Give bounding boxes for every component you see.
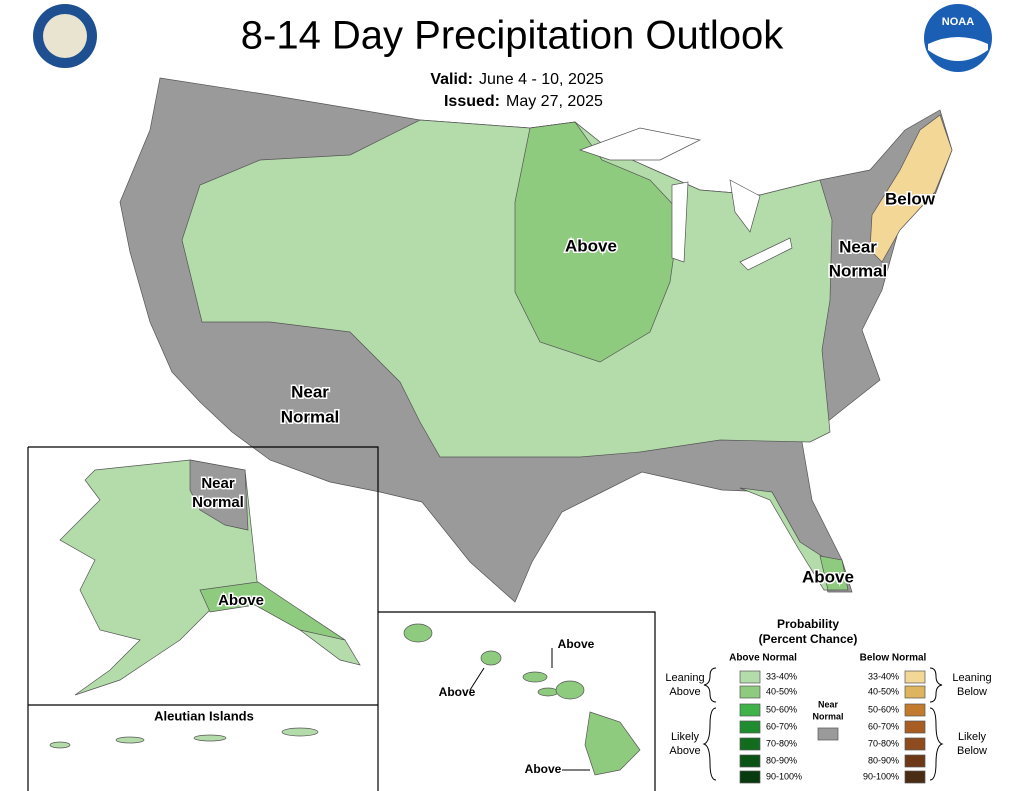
legend-label: 90-100% <box>863 771 899 781</box>
legend-group: Leaning <box>952 672 991 684</box>
valid-date: June 4 - 10, 2025 <box>479 71 604 88</box>
legend-label: 90-100% <box>766 771 802 781</box>
lake-michigan <box>671 181 689 263</box>
legend-swatch <box>739 685 761 699</box>
legend-near: Near <box>818 699 839 709</box>
legend: Probability (Percent Chance) Above Norma… <box>665 617 992 784</box>
legend-label: 80-90% <box>868 755 899 765</box>
legend-label: 70-80% <box>766 738 797 748</box>
florida-above <box>819 555 849 591</box>
region-label: Above <box>218 592 264 609</box>
legend-label: 80-90% <box>766 755 797 765</box>
lake-superior <box>578 127 702 161</box>
legend-label: 40-50% <box>766 686 797 696</box>
island <box>281 727 319 737</box>
region-label: Normal <box>192 494 244 511</box>
alaska-above <box>199 581 346 641</box>
valid-label: Valid: <box>430 71 473 88</box>
issued-label: Issued: <box>444 93 500 110</box>
legend-heading: Above Normal <box>729 653 797 664</box>
legend-label: 33-40% <box>868 671 899 681</box>
great-lakes <box>578 127 793 271</box>
island <box>403 623 433 643</box>
island <box>555 680 585 700</box>
island <box>522 671 548 683</box>
noaa-logo: NOAA <box>924 4 992 72</box>
legend-swatch <box>739 737 761 751</box>
legend-group: Above <box>669 686 700 698</box>
legend-swatch <box>739 720 761 734</box>
logo-text: NOAA <box>942 16 974 28</box>
doc-seal <box>33 4 97 68</box>
inset-frames <box>27 446 656 791</box>
legend-label: 70-80% <box>868 738 899 748</box>
region-label: Near <box>201 475 235 492</box>
region-label: Above <box>439 685 476 699</box>
legend-swatch <box>904 754 926 768</box>
legend-label: 50-60% <box>868 704 899 714</box>
legend-near: Normal <box>812 711 843 721</box>
inset-title: Aleutian Islands <box>154 708 254 723</box>
legend-label: 60-70% <box>868 721 899 731</box>
legend-label: 50-60% <box>766 704 797 714</box>
seal-center <box>43 14 87 58</box>
region-label: Normal <box>829 261 888 280</box>
legend-group: Likely <box>671 731 700 743</box>
title: 8-14 Day Precipitation Outlook <box>241 14 785 58</box>
leader-lines <box>469 648 590 771</box>
region-label: Near <box>291 382 329 401</box>
new-england-below <box>869 114 953 263</box>
region-label: Above <box>558 637 595 651</box>
island <box>584 711 641 776</box>
hawaii-islands <box>403 623 641 776</box>
legend-group: Above <box>669 745 700 757</box>
legend-group: Leaning <box>665 672 704 684</box>
legend-swatch <box>739 670 761 684</box>
legend-swatch <box>739 754 761 768</box>
legend-swatch <box>904 737 926 751</box>
region-label: Normal <box>281 407 340 426</box>
island <box>115 736 145 744</box>
aleutian-islands <box>49 727 319 749</box>
legend-swatch <box>904 720 926 734</box>
region-label: Above <box>802 567 854 586</box>
legend-swatch <box>904 670 926 684</box>
region-label: Above <box>525 762 562 776</box>
legend-swatch <box>904 685 926 699</box>
legend-title: Probability <box>777 617 839 631</box>
logo-gull <box>928 37 988 61</box>
legend-swatch <box>739 703 761 717</box>
legend-group: Likely <box>958 731 987 743</box>
lake-erie <box>739 237 793 271</box>
legend-label: 33-40% <box>766 671 797 681</box>
legend-swatch <box>904 703 926 717</box>
issued-date: May 27, 2025 <box>506 93 603 110</box>
island <box>537 687 559 697</box>
legend-heading: Below Normal <box>860 653 927 664</box>
lake-huron <box>729 179 761 233</box>
legend-braces <box>702 667 944 781</box>
legend-group: Below <box>957 745 987 757</box>
region-label: Above <box>565 236 617 255</box>
island <box>49 741 71 749</box>
legend-swatch <box>817 727 839 741</box>
legend-swatch <box>739 770 761 784</box>
legend-label: 60-70% <box>766 721 797 731</box>
legend-subtitle: (Percent Chance) <box>759 632 858 646</box>
region-label: Near <box>839 237 877 256</box>
island <box>480 650 502 666</box>
legend-group: Below <box>957 686 987 698</box>
region-label: Below <box>885 189 936 208</box>
alaska-near-normal <box>189 459 249 531</box>
legend-swatch <box>904 770 926 784</box>
island <box>193 734 227 742</box>
legend-label: 40-50% <box>868 686 899 696</box>
